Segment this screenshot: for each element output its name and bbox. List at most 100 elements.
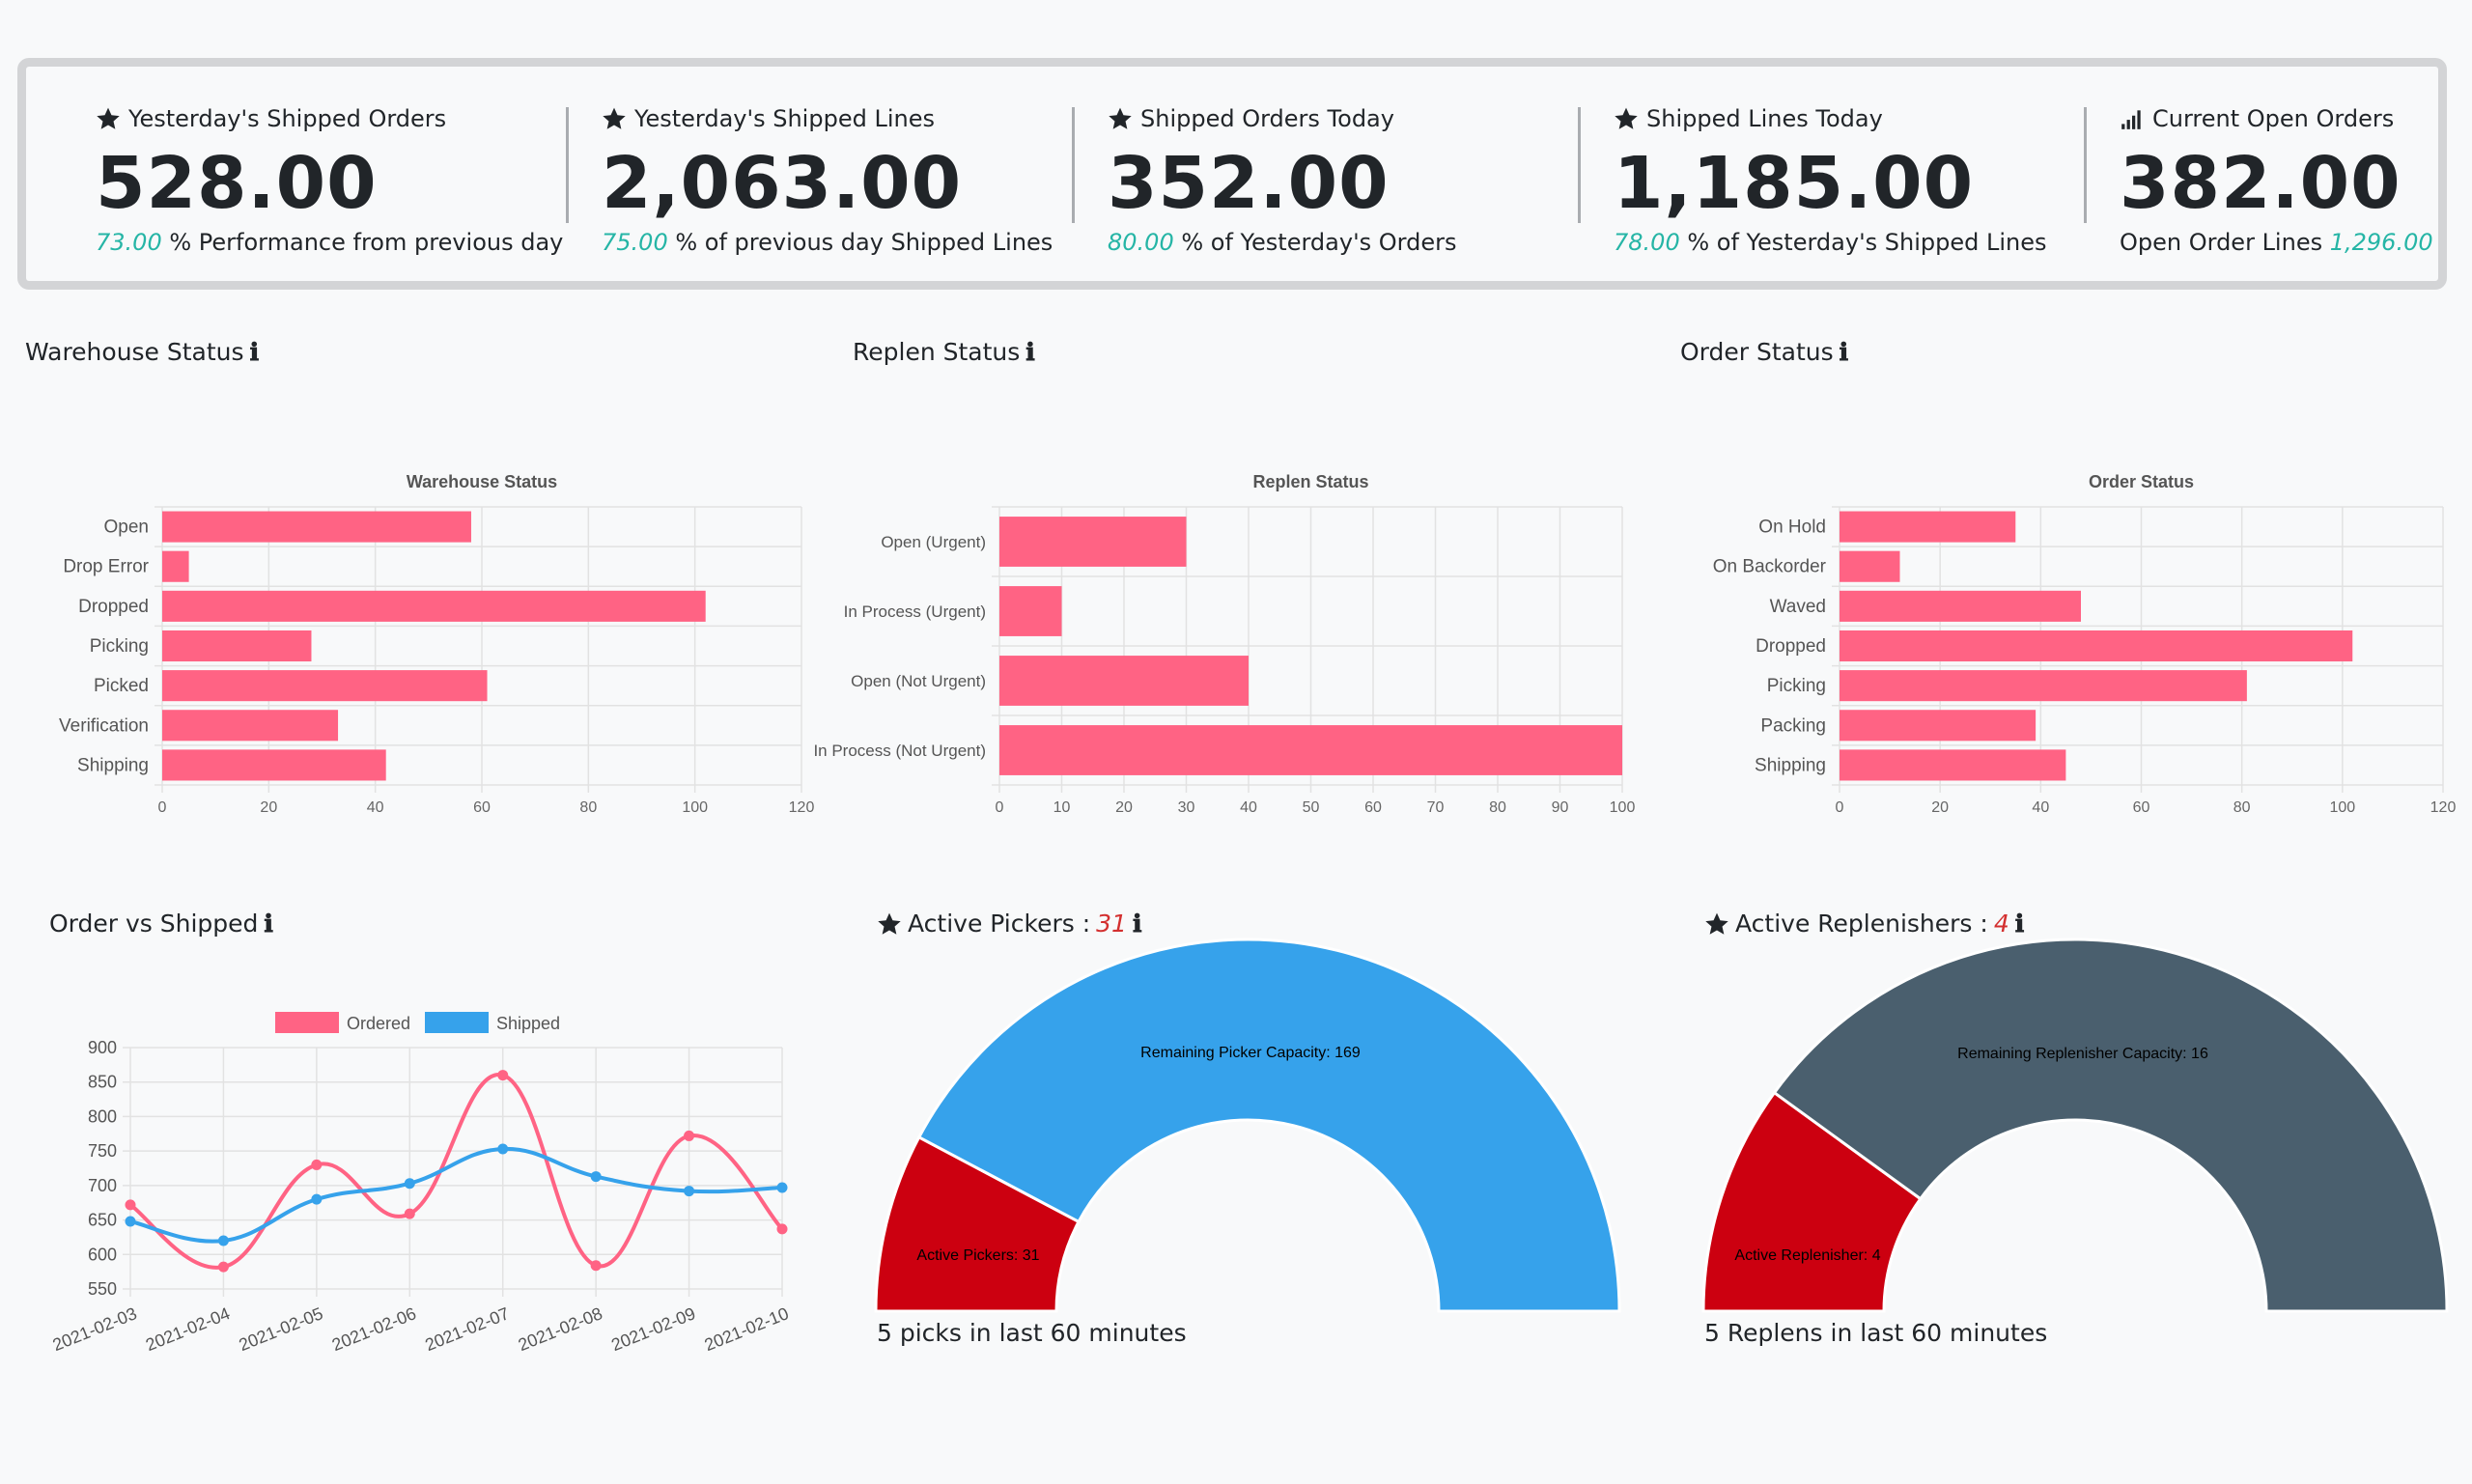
- x-tick-label: 60: [473, 799, 491, 816]
- y-tick-label: 550: [88, 1279, 117, 1299]
- y-tick-label: Drop Error: [63, 557, 149, 577]
- kpi-title-text: Shipped Orders Today: [1140, 105, 1394, 132]
- kpi-sub: 75.00 % of previous day Shipped Lines: [602, 229, 1053, 256]
- y-tick-label: Picked: [94, 676, 149, 696]
- bar: [162, 749, 386, 781]
- info-icon[interactable]: ℹ: [2014, 910, 2025, 938]
- kpi-title-text: Shipped Lines Today: [1646, 105, 1883, 132]
- star-icon: [1705, 912, 1728, 935]
- x-tick-label: 100: [2329, 799, 2355, 816]
- data-point: [311, 1159, 323, 1170]
- x-tick-label: 80: [579, 799, 597, 816]
- legend-label: Shipped: [496, 1014, 560, 1033]
- chart-title: Warehouse Status: [407, 472, 557, 491]
- x-tick-label: 2021-02-04: [143, 1303, 233, 1355]
- section-title-text: Order Status: [1680, 338, 1834, 366]
- star-icon: [1109, 107, 1132, 129]
- y-tick-label: 750: [88, 1141, 117, 1161]
- data-point: [590, 1260, 602, 1272]
- y-tick-label: 700: [88, 1176, 117, 1195]
- x-tick-label: 20: [1115, 799, 1133, 816]
- data-point: [497, 1143, 509, 1155]
- kpi-sub-text: % Performance from previous day: [169, 229, 564, 256]
- y-tick-label: Shipping: [1755, 755, 1826, 775]
- x-tick-label: 40: [1240, 799, 1257, 816]
- data-point: [776, 1182, 788, 1193]
- kpi-divider: [2084, 107, 2087, 223]
- bar: [1840, 511, 2016, 543]
- kpi-sub-value: 73.00: [96, 229, 162, 256]
- active-replenishers-heading: Active Replenishers : 4 ℹ: [1704, 910, 2024, 938]
- kpi-sub: 78.00 % of Yesterday's Shipped Lines: [1614, 229, 2047, 256]
- info-icon[interactable]: ℹ: [1132, 910, 1142, 938]
- legend-label: Ordered: [347, 1014, 410, 1033]
- kpi-value: 1,185.00: [1614, 142, 1975, 225]
- y-tick-label: Open (Not Urgent): [851, 672, 986, 690]
- x-tick-label: 120: [789, 799, 815, 816]
- kpi-sub-text: % of Yesterday's Shipped Lines: [1687, 229, 2047, 256]
- bar: [1840, 630, 2353, 662]
- chart-title: Replen Status: [1252, 472, 1368, 491]
- section-title-text: Active Replenishers :: [1735, 910, 1988, 938]
- warehouse-status-heading: Warehouse Status ℹ: [25, 338, 259, 366]
- x-tick-label: 60: [1364, 799, 1382, 816]
- bar: [999, 586, 1062, 636]
- bar: [999, 725, 1622, 775]
- kpi-title: Shipped Orders Today: [1108, 105, 1394, 132]
- kpi-title: Shipped Lines Today: [1614, 105, 1883, 132]
- y-tick-label: Dropped: [78, 597, 149, 617]
- gauge-slice: [1772, 938, 2449, 1313]
- data-point: [125, 1199, 136, 1211]
- x-tick-label: 2021-02-10: [702, 1303, 792, 1355]
- active-replenishers-count: 4: [1993, 910, 2009, 938]
- info-icon[interactable]: ℹ: [249, 338, 260, 366]
- x-tick-label: 0: [996, 799, 1004, 816]
- active-pickers-count: 31: [1096, 910, 1127, 938]
- x-tick-label: 50: [1303, 799, 1320, 816]
- section-title-text: Replen Status: [853, 338, 1021, 366]
- info-icon[interactable]: ℹ: [1839, 338, 1849, 366]
- data-point: [217, 1235, 229, 1246]
- x-tick-label: 100: [1610, 799, 1636, 816]
- bar: [162, 630, 312, 662]
- y-tick-label: Verification: [59, 715, 149, 736]
- warehouse-status-chart: Warehouse Status 0 20 40 60 80 100 120 Open Drop …: [59, 472, 814, 816]
- legend-swatch: [275, 1012, 339, 1033]
- kpi-title: Yesterday's Shipped Orders: [96, 105, 446, 132]
- gauge-slice: [916, 938, 1621, 1313]
- kpi-panel: Yesterday's Shipped Orders 528.00 73.00 …: [17, 58, 2447, 290]
- x-tick-label: 0: [1836, 799, 1844, 816]
- x-tick-label: 30: [1178, 799, 1195, 816]
- order-status-chart: Order Status 0 20 40 60 80 100 120 On Hold On Bac…: [1713, 472, 2457, 816]
- x-tick-label: 90: [1552, 799, 1569, 816]
- y-tick-label: Waved: [1770, 597, 1826, 617]
- info-icon[interactable]: ℹ: [264, 910, 273, 938]
- y-tick-label: Packing: [1760, 715, 1826, 736]
- kpi-sub-value: 78.00: [1614, 229, 1680, 256]
- kpi-title-text: Yesterday's Shipped Orders: [128, 105, 447, 132]
- kpi-title-text: Current Open Orders: [2152, 105, 2395, 132]
- star-icon: [878, 912, 901, 935]
- slice-label: Active Replenisher: 4: [1734, 1247, 1880, 1264]
- bar: [1840, 590, 2081, 622]
- x-tick-label: 80: [1489, 799, 1506, 816]
- y-tick-label: Shipping: [77, 755, 149, 775]
- x-tick-label: 40: [367, 799, 384, 816]
- kpi-title-text: Yesterday's Shipped Lines: [634, 105, 935, 132]
- x-tick-label: 70: [1427, 799, 1445, 816]
- info-icon[interactable]: ℹ: [1025, 338, 1035, 366]
- bar: [1840, 710, 2037, 742]
- y-tick-label: Open: [104, 518, 149, 538]
- order-status-heading: Order Status ℹ: [1680, 338, 1848, 366]
- bar: [1840, 749, 2066, 781]
- y-tick-label: On Hold: [1758, 518, 1826, 538]
- kpi-value: 382.00: [2120, 142, 2402, 225]
- x-tick-label: 2021-02-09: [608, 1303, 698, 1355]
- section-title-text: Warehouse Status: [25, 338, 244, 366]
- x-tick-label: 2021-02-08: [516, 1303, 605, 1355]
- y-tick-label: Picking: [1767, 676, 1826, 696]
- kpi-value: 352.00: [1108, 142, 1390, 225]
- data-point: [125, 1216, 136, 1227]
- x-tick-label: 40: [2032, 799, 2049, 816]
- data-point: [684, 1186, 695, 1197]
